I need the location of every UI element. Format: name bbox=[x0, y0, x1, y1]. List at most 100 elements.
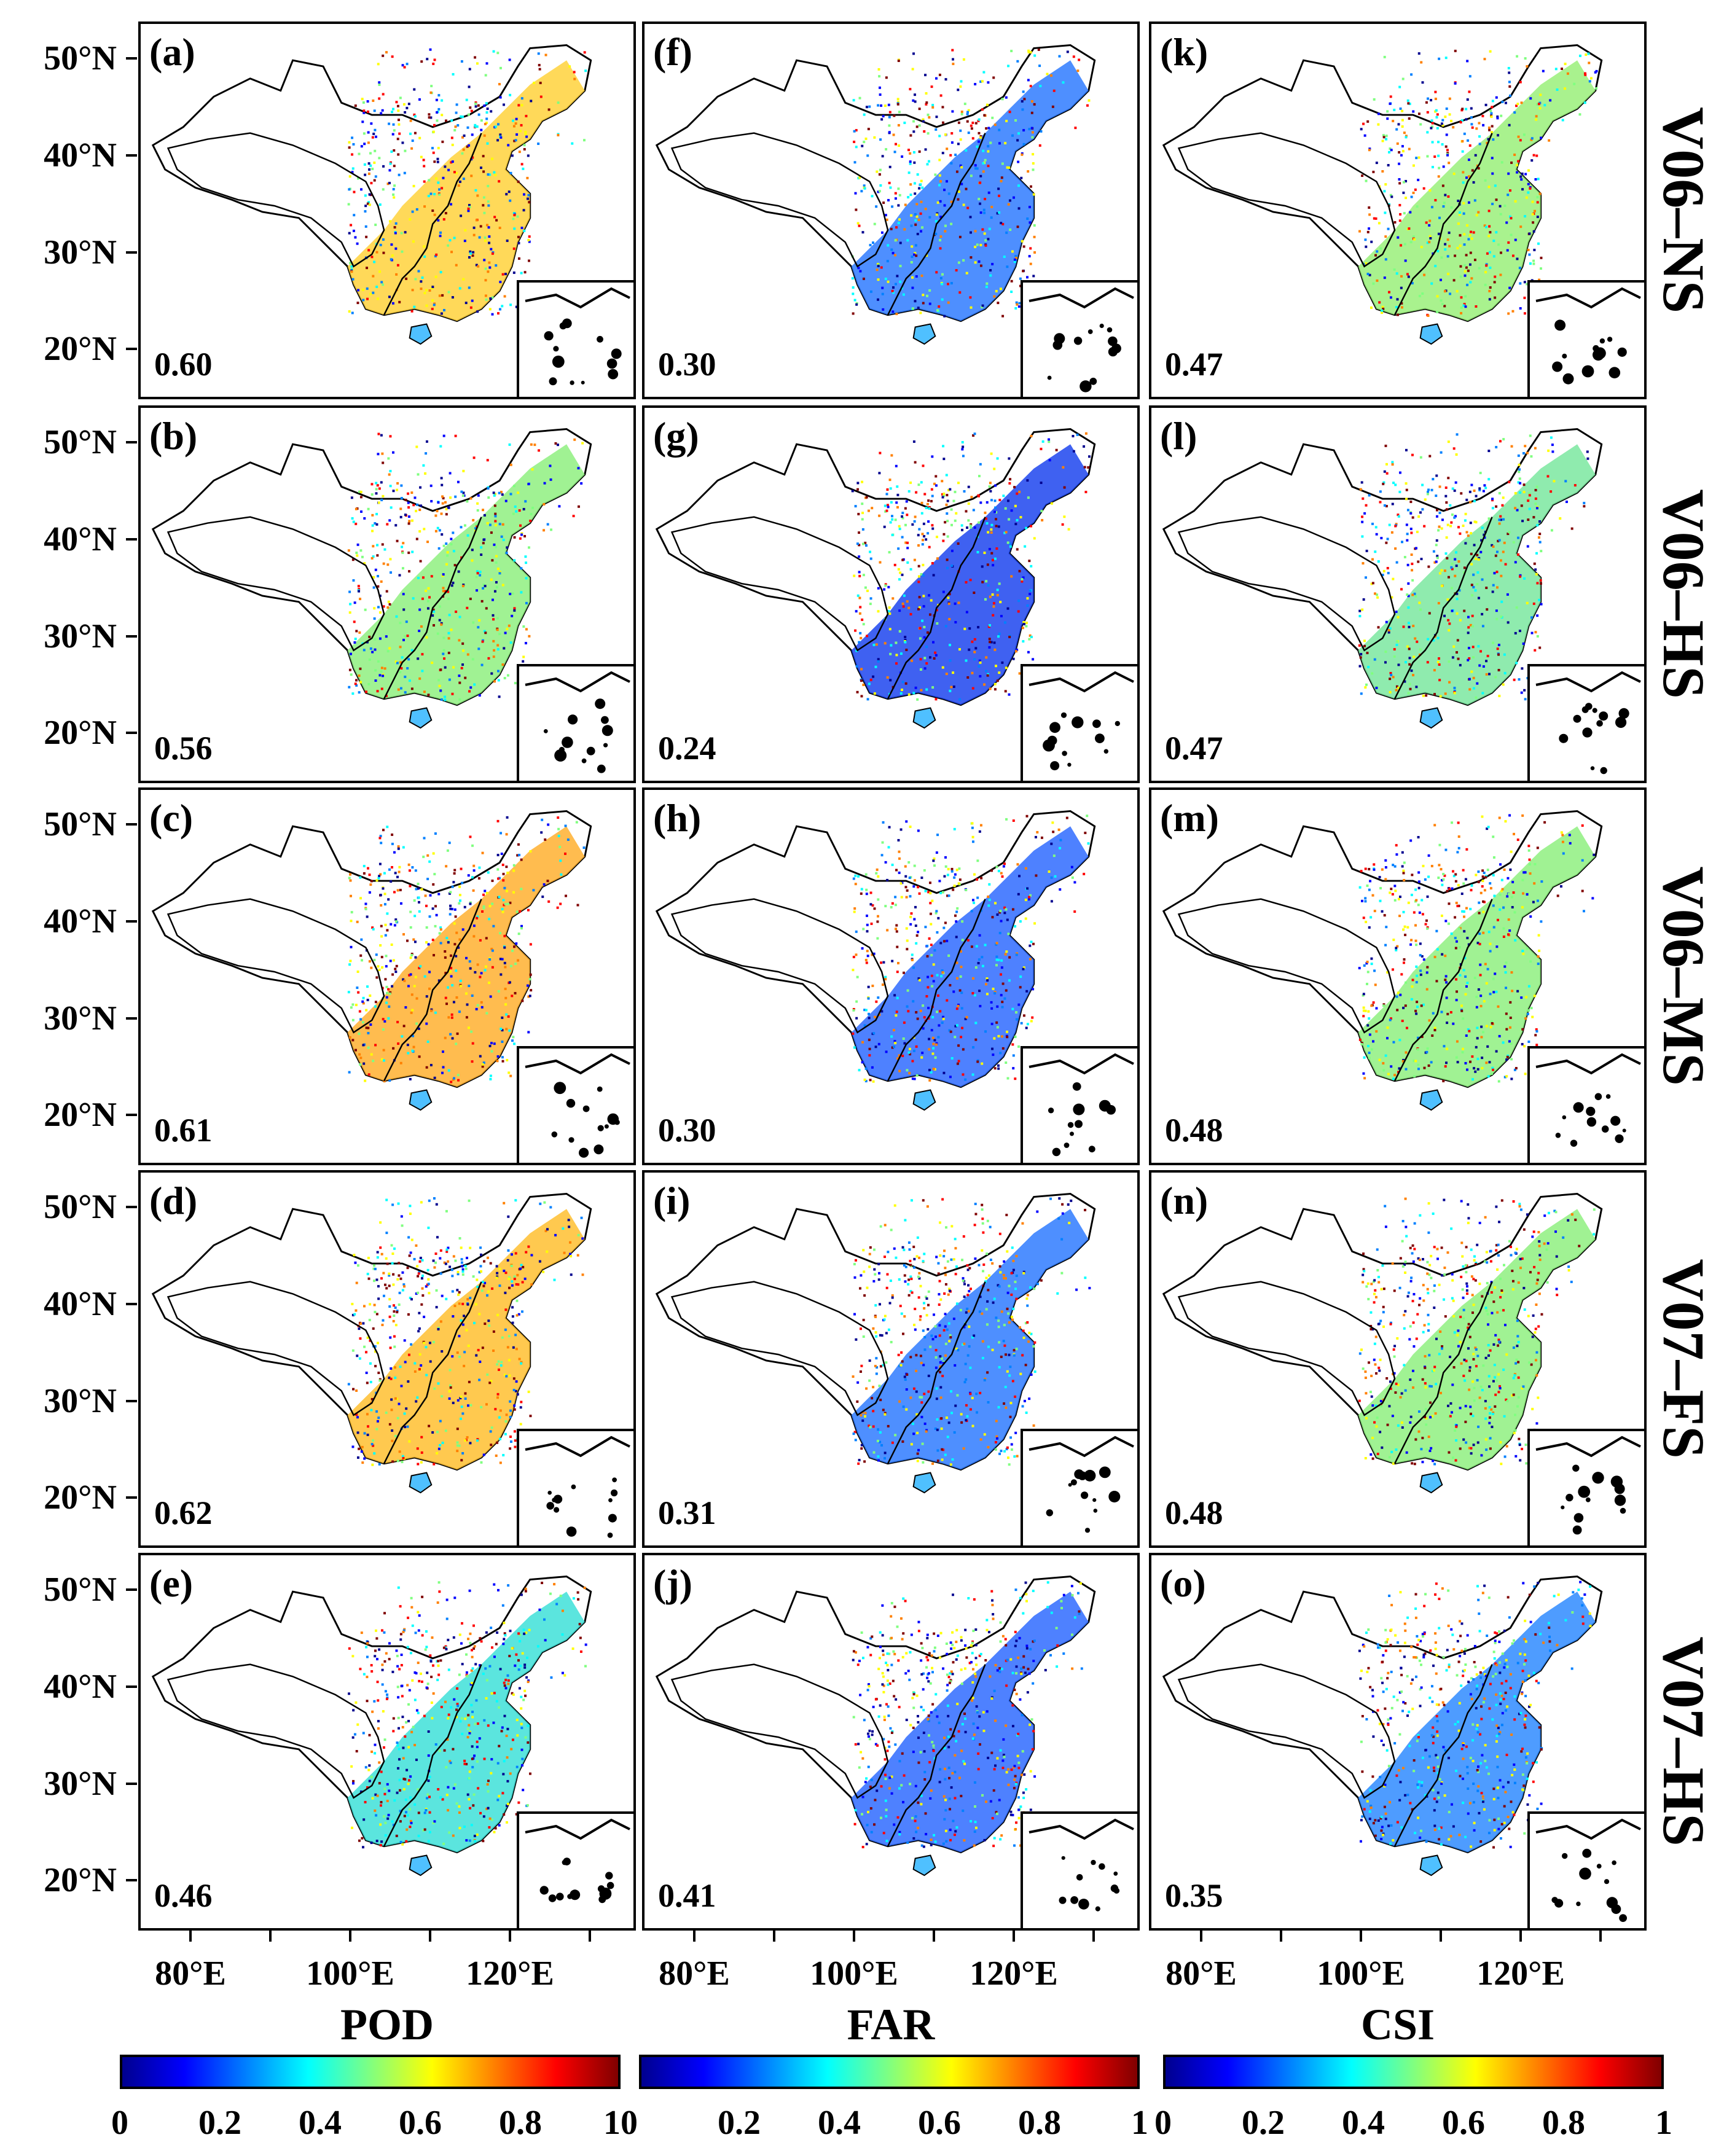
map-panel: (b) 0.56 bbox=[138, 405, 636, 783]
grid-cell bbox=[442, 308, 445, 311]
grid-cell bbox=[524, 1694, 527, 1697]
grid-cell bbox=[933, 949, 936, 952]
grid-cell bbox=[464, 302, 468, 305]
grid-cell bbox=[960, 112, 963, 115]
grid-cell bbox=[406, 1267, 409, 1270]
grid-cell bbox=[386, 912, 389, 915]
grid-cell bbox=[442, 434, 445, 437]
grid-cell bbox=[978, 118, 981, 121]
grid-cell bbox=[932, 641, 935, 644]
grid-cell bbox=[525, 561, 528, 564]
grid-cell bbox=[1009, 1436, 1013, 1439]
grid-cell bbox=[496, 1799, 500, 1802]
grid-cell bbox=[453, 872, 456, 875]
grid-cell bbox=[866, 1811, 869, 1814]
grid-cell bbox=[468, 286, 471, 289]
grid-cell bbox=[895, 143, 898, 146]
grid-cell bbox=[375, 1637, 378, 1640]
grid-cell bbox=[965, 510, 968, 513]
grid-cell bbox=[501, 1056, 504, 1059]
grid-cell bbox=[515, 1348, 518, 1351]
grid-cell bbox=[930, 1334, 933, 1337]
grid-cell bbox=[477, 1787, 480, 1790]
grid-cell bbox=[911, 286, 914, 289]
grid-cell bbox=[490, 248, 493, 251]
grid-cell bbox=[378, 157, 381, 160]
grid-cell bbox=[433, 624, 436, 627]
grid-cell bbox=[901, 536, 904, 539]
grid-cell bbox=[361, 98, 364, 101]
grid-cell bbox=[391, 254, 394, 257]
grid-cell bbox=[426, 878, 429, 880]
grid-cell bbox=[397, 1586, 400, 1589]
grid-cell bbox=[514, 1334, 517, 1337]
grid-cell bbox=[971, 992, 974, 995]
grid-cell bbox=[990, 869, 993, 872]
grid-cell bbox=[406, 939, 409, 942]
grid-cell bbox=[504, 1678, 507, 1681]
grid-cell bbox=[901, 155, 904, 158]
grid-cell bbox=[931, 985, 934, 988]
grid-cell bbox=[865, 888, 868, 891]
grid-cell bbox=[923, 1778, 927, 1781]
grid-cell bbox=[370, 1443, 374, 1446]
grid-cell bbox=[348, 611, 351, 614]
plateau-boundary bbox=[167, 516, 385, 652]
grid-cell bbox=[857, 512, 860, 515]
grid-cell bbox=[413, 113, 416, 116]
grid-cell bbox=[391, 1252, 394, 1256]
grid-cell bbox=[950, 282, 953, 285]
grid-cell bbox=[957, 542, 960, 545]
grid-cell bbox=[943, 204, 946, 207]
grid-cell bbox=[359, 1057, 362, 1060]
grid-cell bbox=[491, 879, 494, 882]
grid-cell bbox=[884, 1412, 887, 1415]
grid-cell bbox=[449, 496, 452, 499]
grid-cell bbox=[878, 75, 881, 78]
grid-cell bbox=[397, 845, 400, 848]
grid-cell bbox=[1021, 627, 1024, 630]
grid-cell bbox=[996, 588, 999, 592]
grid-cell bbox=[410, 147, 413, 150]
grid-cell bbox=[862, 928, 865, 931]
grid-cell bbox=[1048, 440, 1051, 443]
grid-cell bbox=[525, 1251, 528, 1254]
grid-cell bbox=[398, 1668, 401, 1671]
grid-cell bbox=[482, 905, 485, 908]
grid-cell bbox=[474, 125, 477, 128]
grid-cell bbox=[1028, 206, 1031, 209]
grid-cell bbox=[938, 184, 941, 187]
grid-cell bbox=[393, 1335, 396, 1338]
grid-cell bbox=[973, 901, 976, 904]
island bbox=[1081, 1491, 1089, 1499]
grid-cell bbox=[1004, 507, 1007, 510]
grid-cell bbox=[962, 1343, 965, 1346]
grid-cell bbox=[396, 1791, 399, 1794]
grid-cell bbox=[382, 829, 385, 832]
grid-cell bbox=[497, 312, 500, 315]
grid-cell bbox=[405, 1811, 407, 1814]
grid-cell bbox=[392, 193, 395, 196]
grid-cell bbox=[488, 266, 492, 269]
grid-cell bbox=[351, 1039, 355, 1042]
grid-cell bbox=[501, 523, 504, 526]
grid-cell bbox=[981, 565, 984, 568]
grid-cell bbox=[1012, 1259, 1015, 1262]
grid-cell bbox=[417, 1662, 420, 1665]
grid-cell bbox=[418, 677, 421, 680]
grid-cell bbox=[1001, 1047, 1005, 1050]
grid-cell bbox=[1029, 634, 1032, 637]
grid-cell bbox=[449, 472, 452, 475]
grid-cell bbox=[1050, 74, 1053, 77]
grid-cell bbox=[935, 128, 938, 131]
grid-cell bbox=[453, 943, 457, 946]
grid-cell bbox=[437, 1382, 440, 1385]
grid-cell bbox=[868, 1424, 871, 1428]
grid-cell bbox=[382, 1294, 385, 1297]
grid-cell bbox=[922, 1260, 925, 1263]
grid-cell bbox=[948, 618, 951, 621]
grid-cell bbox=[947, 596, 950, 600]
grid-cell bbox=[447, 1668, 450, 1671]
grid-cell bbox=[485, 937, 488, 940]
grid-cell bbox=[457, 1293, 460, 1296]
